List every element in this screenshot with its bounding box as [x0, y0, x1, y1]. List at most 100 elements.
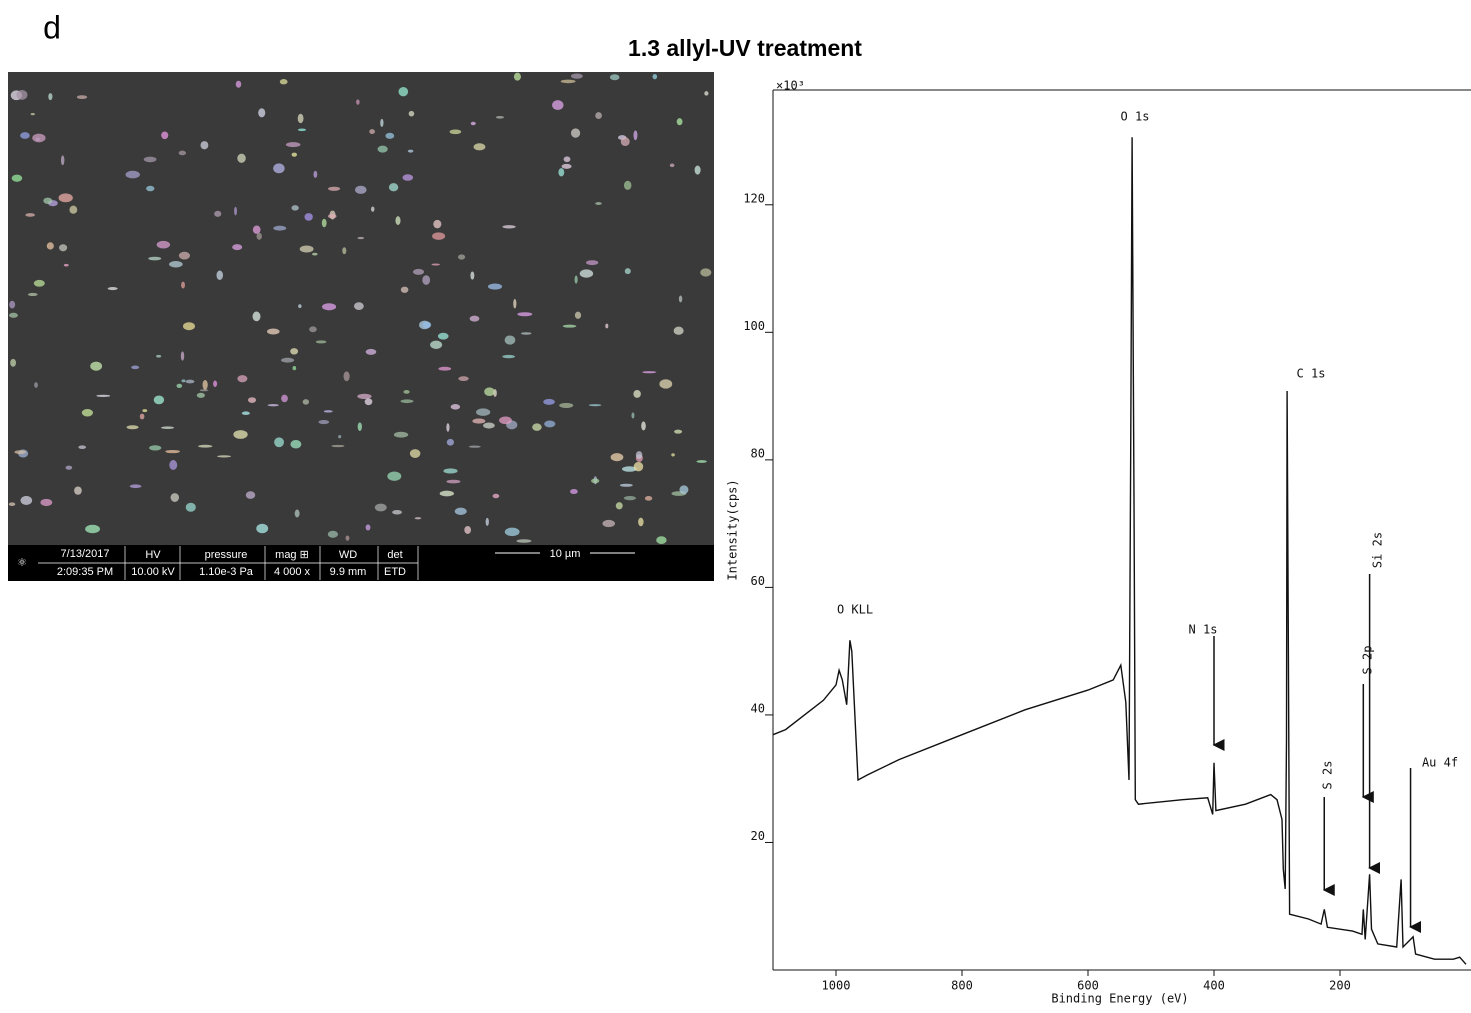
particle — [183, 322, 195, 330]
x-tick-label: 600 — [1077, 979, 1099, 993]
particle — [295, 510, 300, 518]
particle — [144, 157, 157, 163]
info-value: 9.9 mm — [330, 566, 367, 578]
particle — [366, 524, 371, 530]
particle — [470, 316, 480, 322]
particle — [591, 479, 599, 484]
particle — [256, 524, 268, 533]
particle — [248, 397, 256, 403]
particle — [342, 247, 346, 254]
particle — [624, 181, 631, 190]
particle — [610, 74, 620, 80]
particle — [156, 355, 161, 358]
particle — [331, 445, 344, 447]
particle — [21, 496, 33, 505]
peak-label: C 1s — [1297, 367, 1326, 381]
particle — [14, 450, 25, 454]
particle — [659, 379, 672, 388]
particle — [9, 502, 15, 506]
particle — [181, 379, 185, 382]
particle — [176, 384, 182, 388]
particle — [517, 312, 532, 316]
particle — [440, 491, 454, 497]
particle — [25, 213, 35, 217]
y-tick-label: 100 — [743, 319, 765, 333]
particle — [43, 198, 52, 204]
info-header: pressure — [205, 549, 248, 561]
particle — [571, 128, 580, 137]
particle — [700, 268, 711, 276]
particle — [595, 112, 602, 119]
particle — [656, 536, 666, 544]
particle — [446, 423, 449, 432]
particle — [181, 282, 185, 289]
particle — [16, 90, 27, 100]
info-value: 1.10e-3 Pa — [199, 566, 254, 578]
particle — [203, 380, 208, 390]
particle — [502, 355, 515, 358]
particle — [198, 445, 212, 448]
particle — [328, 531, 338, 538]
sem-date: 7/13/2017 — [61, 548, 110, 560]
particle — [696, 460, 707, 463]
particle — [450, 130, 462, 135]
y-multiplier: ×10³ — [776, 79, 805, 93]
peak-label: N 1s — [1189, 623, 1218, 637]
particle — [365, 398, 373, 405]
particle — [488, 283, 502, 289]
info-value: 10.00 kV — [131, 566, 175, 578]
particle — [559, 403, 573, 408]
particle — [316, 340, 327, 343]
chart-title: 1.3 allyl-UV treatment — [628, 35, 862, 61]
y-tick-label: 120 — [743, 191, 765, 205]
particle — [636, 451, 643, 459]
particle — [532, 423, 542, 430]
peak-label: Si 2s — [1371, 532, 1385, 568]
particle — [346, 535, 350, 540]
particle — [642, 371, 656, 373]
particle — [186, 503, 196, 512]
x-tick-label: 800 — [951, 979, 973, 993]
x-axis-label: Binding Energy (eV) — [1051, 992, 1188, 1006]
particle — [387, 472, 401, 481]
particle — [432, 232, 445, 240]
particle — [409, 111, 415, 117]
particle — [216, 270, 223, 279]
x-tick-label: 1000 — [822, 979, 851, 993]
particle — [394, 432, 408, 438]
particle — [34, 280, 45, 287]
particle — [169, 460, 177, 470]
particle — [625, 268, 631, 274]
particle — [290, 440, 301, 448]
particle — [258, 108, 265, 117]
particle — [355, 186, 366, 194]
particle — [197, 393, 205, 398]
particle — [695, 166, 701, 175]
particle — [214, 211, 221, 217]
particle — [246, 491, 255, 499]
particle — [704, 91, 708, 95]
particle — [253, 312, 261, 322]
particle — [633, 390, 640, 398]
particle — [343, 371, 349, 381]
particle — [328, 214, 337, 218]
particle — [273, 226, 286, 231]
particle — [161, 426, 174, 429]
particle — [64, 264, 69, 267]
particle — [403, 390, 409, 394]
particle — [237, 375, 247, 382]
particle — [309, 326, 317, 332]
particle — [234, 207, 237, 216]
particle — [562, 164, 572, 169]
particle — [268, 404, 279, 406]
particle — [631, 412, 634, 418]
particle — [514, 73, 521, 81]
particle — [142, 409, 147, 412]
particle — [200, 141, 208, 149]
particle — [78, 445, 86, 449]
info-header: det — [387, 549, 402, 561]
y-axis-label: Intensity(cps) — [726, 479, 740, 580]
particle — [181, 351, 184, 360]
particle — [77, 95, 87, 99]
particle — [446, 480, 460, 484]
